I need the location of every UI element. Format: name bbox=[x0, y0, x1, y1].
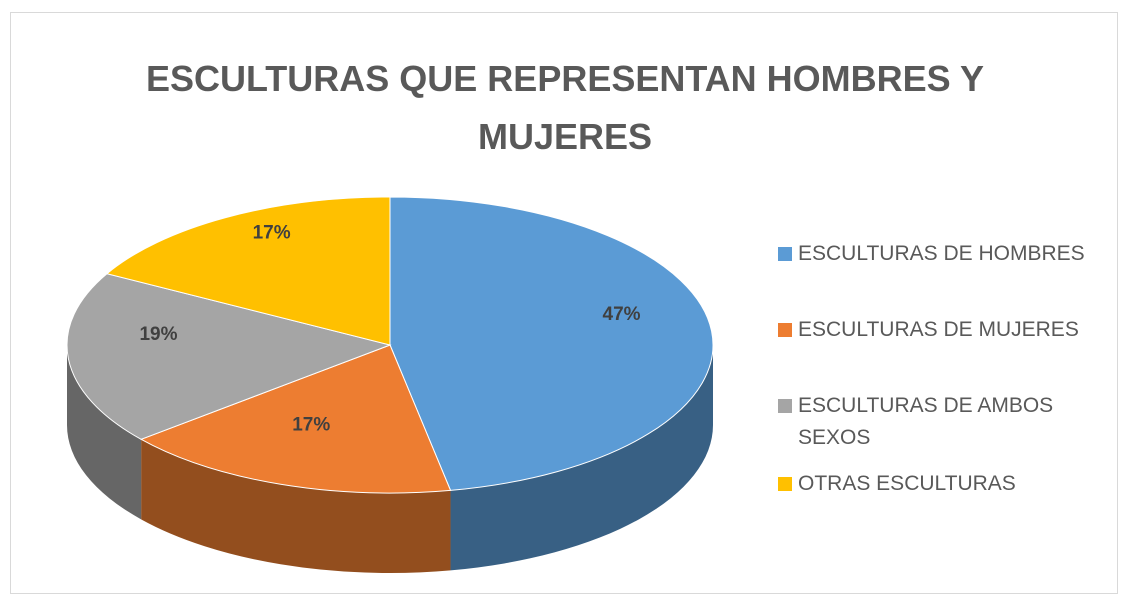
chart-frame bbox=[10, 12, 1118, 594]
data-label: 17% bbox=[292, 414, 330, 435]
legend-item: OTRAS ESCULTURAS bbox=[778, 468, 1118, 500]
legend-swatch bbox=[778, 323, 792, 337]
pie-slice bbox=[105, 196, 391, 346]
legend-label: OTRAS ESCULTURAS bbox=[798, 472, 1016, 495]
data-label: 47% bbox=[603, 304, 641, 325]
legend-label: ESCULTURAS DE AMBOS SEXOS bbox=[798, 394, 1054, 449]
pie-slice bbox=[66, 273, 392, 440]
legend-item: ESCULTURAS DE AMBOS SEXOS bbox=[778, 390, 1118, 454]
legend-swatch bbox=[778, 477, 792, 491]
pie-side bbox=[450, 345, 713, 571]
data-label: 19% bbox=[139, 324, 177, 345]
pie-side bbox=[67, 345, 142, 520]
pie-side bbox=[141, 439, 451, 574]
legend-swatch bbox=[778, 399, 792, 413]
legend-label: ESCULTURAS DE HOMBRES bbox=[798, 242, 1085, 265]
pie-slice bbox=[389, 196, 714, 491]
legend-item: ESCULTURAS DE HOMBRES bbox=[778, 238, 1118, 270]
legend-label: ESCULTURAS DE MUJERES bbox=[798, 318, 1079, 341]
legend-swatch bbox=[778, 247, 792, 261]
data-label: 17% bbox=[253, 222, 291, 243]
legend-item: ESCULTURAS DE MUJERES bbox=[778, 314, 1118, 346]
legend: ESCULTURAS DE HOMBRES ESCULTURAS DE MUJER… bbox=[778, 238, 1118, 544]
chart-title: ESCULTURAS QUE REPRESENTAN HOMBRES Y MUJ… bbox=[145, 58, 985, 157]
pie-slice bbox=[139, 344, 452, 494]
